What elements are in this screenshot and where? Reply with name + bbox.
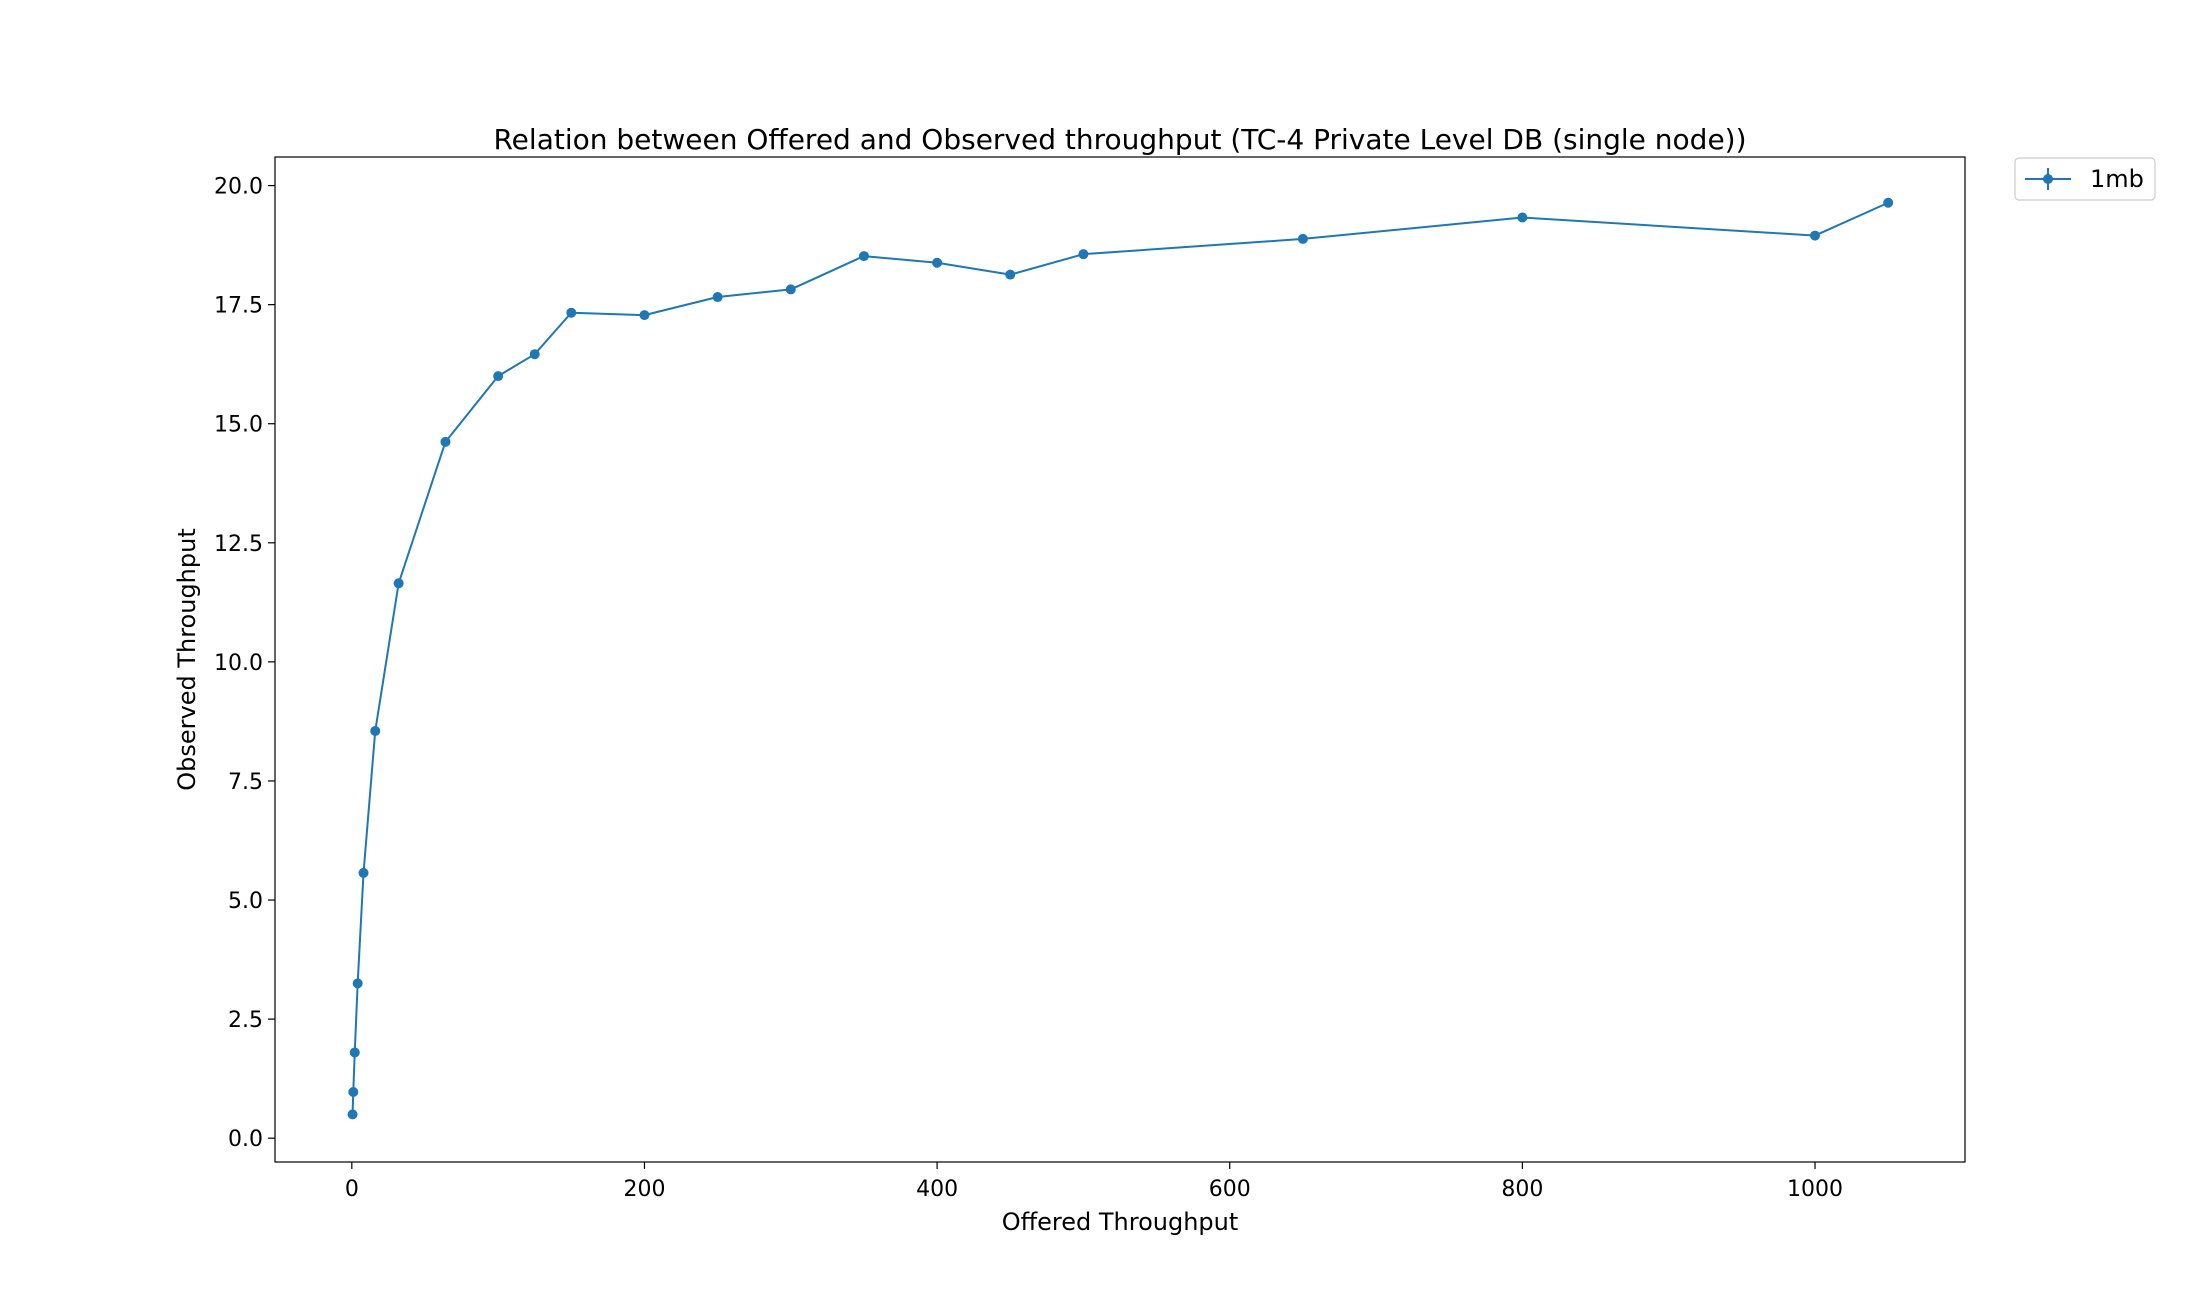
data-point [785, 284, 796, 295]
chart-title: Relation between Offered and Observed th… [493, 123, 1746, 156]
x-tick-label: 400 [916, 1177, 958, 1202]
data-point [1810, 230, 1821, 241]
data-point [639, 310, 650, 321]
y-tick-label: 10.0 [214, 651, 263, 676]
x-axis-title: Offered Throughput [1002, 1208, 1239, 1236]
legend-label: 1mb [2090, 165, 2144, 193]
x-tick-label: 200 [623, 1177, 665, 1202]
y-tick-label: 2.5 [228, 1008, 263, 1033]
legend-box [2014, 157, 2156, 201]
data-point [1883, 197, 1894, 208]
x-tick-label: 1000 [1787, 1177, 1843, 1202]
y-tick-label: 20.0 [214, 175, 263, 200]
data-point [440, 436, 451, 447]
data-point [566, 307, 577, 318]
data-point [1078, 249, 1089, 260]
y-axis: 0.0 2.5 5.0 7.5 10.0 12.5 15.0 17.5 20.0 [214, 175, 275, 1152]
data-point [349, 1047, 360, 1058]
y-tick-label: 17.5 [214, 294, 263, 319]
data-point [348, 1086, 359, 1097]
data-point [529, 349, 540, 360]
series-layer [347, 197, 1894, 1120]
data-point [858, 251, 869, 262]
data-point [1517, 212, 1528, 223]
data-point [1297, 233, 1308, 244]
y-tick-label: 12.5 [214, 532, 263, 557]
y-tick-label: 5.0 [228, 889, 263, 914]
y-tick-label: 15.0 [214, 413, 263, 438]
x-tick-label: 600 [1209, 1177, 1251, 1202]
x-tick-label: 800 [1501, 1177, 1543, 1202]
legend: 1mb [2014, 157, 2156, 201]
y-tick-label: 0.0 [228, 1127, 263, 1152]
data-point [1005, 269, 1016, 280]
data-point [347, 1109, 358, 1120]
plot-frame [274, 156, 1966, 1163]
data-point [370, 725, 381, 736]
series-line-1mb [351, 201, 1889, 1115]
plot-area [275, 157, 1965, 1162]
x-axis: 0 200 400 600 800 1000 [345, 1162, 1843, 1202]
data-point [712, 292, 723, 303]
legend-marker-swatch [2043, 174, 2053, 184]
y-tick-label: 7.5 [228, 770, 263, 795]
y-axis-title: Observed Throughput [173, 528, 201, 791]
data-point [932, 257, 943, 268]
data-point [493, 371, 504, 382]
data-point [352, 978, 363, 989]
data-point [358, 867, 369, 878]
data-point [393, 578, 404, 589]
x-tick-label: 0 [345, 1177, 359, 1202]
